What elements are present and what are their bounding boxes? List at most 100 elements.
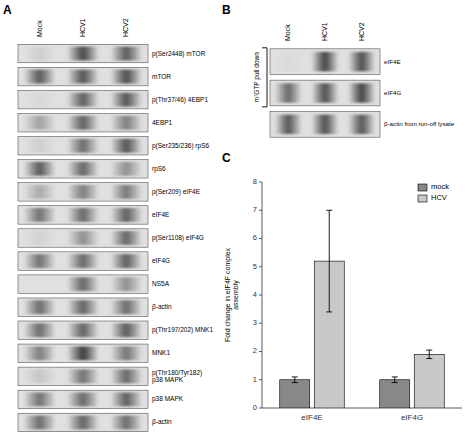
blot-band xyxy=(69,139,97,153)
y-axis-label: Fold change in eIF4F complexassembly xyxy=(224,247,240,342)
blot-band xyxy=(112,346,140,360)
blot-border xyxy=(18,90,148,108)
blot-row: eIF4G xyxy=(18,252,170,270)
legend-swatch xyxy=(418,195,427,202)
y-tick-label: 1 xyxy=(253,375,257,384)
error-bar xyxy=(426,350,432,358)
y-tick xyxy=(259,266,262,267)
blot-border xyxy=(18,160,148,178)
blot-row: eIF4E xyxy=(18,206,170,224)
text-line: eIF4G xyxy=(152,257,170,264)
text-line: p(Ser235/236) rpS6 xyxy=(152,141,209,149)
blot-border xyxy=(18,298,148,316)
lane-header: HCV1 xyxy=(321,22,328,41)
row-label: p(Ser1108) eIF4G xyxy=(152,234,204,242)
bracket: m⁷GTP pull down xyxy=(253,48,267,107)
blot-band xyxy=(26,139,54,153)
blot-panel: AMockHCV1HCV2p(Ser2448) mTORmTORp(Thr37/… xyxy=(3,3,213,432)
blot-band xyxy=(112,116,140,130)
blot-band xyxy=(69,116,97,130)
row-label: eIF4E xyxy=(384,57,401,64)
y-tick-label: 3 xyxy=(253,318,257,327)
text-line: rpS6 xyxy=(152,165,166,173)
blot-row: NS5A xyxy=(18,275,170,293)
blot-row: p(Thr37/46) 4EBP1 xyxy=(18,90,208,108)
y-tick-label: 4 xyxy=(253,290,257,299)
blot-border xyxy=(18,321,148,339)
blot-band xyxy=(26,254,54,268)
blot-band xyxy=(69,415,97,429)
bar xyxy=(380,380,410,408)
blot-row: MNK1 xyxy=(18,344,170,362)
blot-border xyxy=(18,390,148,408)
panel-letter: B xyxy=(222,3,231,17)
blot-row: p38 MAPK xyxy=(18,390,184,408)
blot-background xyxy=(18,367,148,385)
blot-band xyxy=(112,70,140,84)
blot-row: eIF4G xyxy=(270,80,401,106)
row-label: p(Ser209) eIF4E xyxy=(152,188,201,196)
y-tick xyxy=(259,182,262,183)
blot-band xyxy=(69,300,97,314)
blot-band xyxy=(112,392,140,406)
blot-bands xyxy=(276,115,373,135)
text-line: p(Ser2448) mTOR xyxy=(152,49,206,57)
blot-band xyxy=(313,52,337,72)
blot-row: β-actin xyxy=(18,413,172,431)
blot-row: mTOR xyxy=(18,67,171,85)
blot-border xyxy=(18,44,148,62)
blot-border xyxy=(18,183,148,201)
blot-band xyxy=(69,93,97,107)
y-tick xyxy=(259,323,262,324)
blot-row: 4EBP1 xyxy=(18,113,173,131)
blot-band xyxy=(350,115,374,135)
text-line: p(Ser1108) eIF4G xyxy=(152,234,204,242)
blot-bands xyxy=(26,185,141,199)
blot-row: p(Ser2448) mTOR xyxy=(18,44,206,62)
error-bar xyxy=(292,377,298,383)
bar xyxy=(280,380,310,408)
blot-background xyxy=(18,137,148,155)
blot-band xyxy=(112,162,140,176)
text-line: β-actin xyxy=(152,418,172,426)
y-tick-label: 0 xyxy=(253,403,257,412)
lane-header: HCV2 xyxy=(358,22,365,41)
blot-background xyxy=(18,113,148,131)
blot-band xyxy=(69,277,97,291)
blot-background xyxy=(18,206,148,224)
blot-border xyxy=(18,206,148,224)
lane-header: Mock xyxy=(284,24,291,41)
panel-letter: C xyxy=(222,151,231,165)
blot-row: p(Ser1108) eIF4G xyxy=(18,229,204,247)
blot-band xyxy=(112,231,140,245)
blot-band xyxy=(112,185,140,199)
blot-border xyxy=(18,252,148,270)
blot-background xyxy=(18,160,148,178)
y-tick xyxy=(259,408,262,409)
blot-background xyxy=(18,229,148,247)
blot-row: eIF4E xyxy=(270,49,401,75)
text-line: 4EBP1 xyxy=(152,118,173,125)
row-label: 4EBP1 xyxy=(152,118,173,125)
blot-border xyxy=(18,113,148,131)
blot-background xyxy=(18,67,148,85)
blot-border xyxy=(18,67,148,85)
blot-bands xyxy=(26,323,141,337)
legend: mockHCV xyxy=(418,182,449,202)
blot-background xyxy=(18,90,148,108)
blot-background xyxy=(18,275,148,293)
blot-band xyxy=(26,116,54,130)
lane-header: HCV1 xyxy=(79,18,86,37)
blot-bands xyxy=(276,52,373,72)
bar-panel: C012345678Fold change in eIF4F complexas… xyxy=(222,151,462,422)
blot-bands xyxy=(26,93,141,107)
blot-band xyxy=(26,47,54,61)
blot-band xyxy=(112,369,140,383)
blot-border xyxy=(270,80,380,106)
blot-bands xyxy=(26,300,141,314)
blot-band xyxy=(112,300,140,314)
blot-bands xyxy=(26,116,141,130)
blot-row: rpS6 xyxy=(18,160,166,178)
blot-band xyxy=(69,346,97,360)
blot-band xyxy=(313,83,337,103)
